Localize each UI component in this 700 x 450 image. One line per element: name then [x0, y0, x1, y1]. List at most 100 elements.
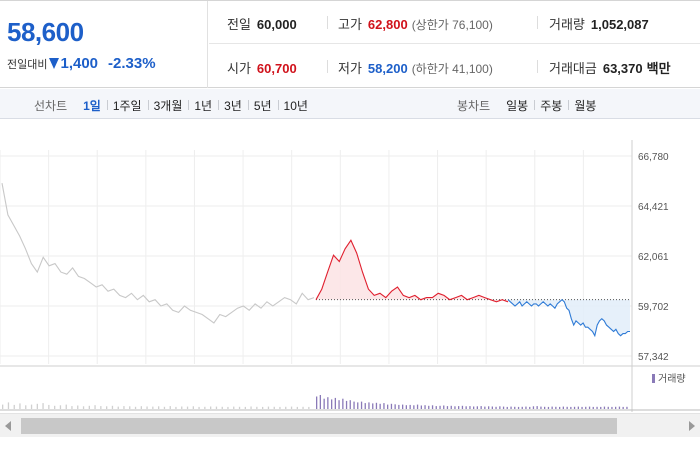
trade-value: 63,370	[602, 61, 643, 76]
trade-value-unit: 백만	[646, 61, 671, 76]
volume-bar	[227, 406, 229, 409]
volume-bar	[499, 406, 501, 409]
volume-bar	[250, 406, 252, 409]
series-line-today_down	[507, 298, 630, 338]
volume-bar	[65, 404, 67, 409]
volume-bar	[585, 406, 587, 409]
scroll-left-arrow-icon[interactable]	[5, 421, 11, 431]
volume-bar	[592, 406, 594, 409]
y-tick-label: 64,421	[638, 202, 669, 213]
series-line-today_up	[315, 239, 509, 303]
y-tick-label: 66,780	[638, 152, 669, 163]
volume-bar	[626, 406, 628, 409]
candle-tab-monthly[interactable]: 월봉	[568, 97, 602, 114]
open-value: 60,700	[256, 61, 297, 76]
volume-bar	[290, 406, 293, 409]
prev-close-label: 전일	[227, 17, 251, 32]
divider	[537, 60, 538, 73]
volume-bar	[383, 403, 385, 409]
volume-bar	[338, 400, 340, 409]
volume-bar	[134, 406, 137, 409]
period-tab-1y[interactable]: 1년	[188, 97, 218, 114]
period-tab-1w[interactable]: 1주일	[106, 97, 148, 114]
volume-bar	[117, 406, 119, 409]
price-chart[interactable]: 66,780 64,421 62,061 59,702 57,342 거래량	[0, 120, 700, 412]
volume-label: 거래량	[549, 17, 585, 32]
period-tab-3y[interactable]: 3년	[218, 97, 248, 114]
volume-bar	[163, 406, 166, 409]
volume-bar	[198, 406, 200, 409]
volume-bar	[244, 406, 246, 409]
volume-bar	[319, 395, 321, 409]
chart-canvas: 66,780 64,421 62,061 59,702 57,342 거래량	[0, 140, 700, 412]
volume-bar	[618, 406, 621, 409]
volume-bar	[600, 406, 602, 409]
volume-bar	[238, 406, 241, 409]
volume-bar	[94, 405, 96, 409]
candle-chart-options: 봉차트 일봉 주봉 월봉	[457, 97, 602, 114]
quote-info-grid: 전일 60,000 고가 62,800 (상한가 76,100) 거래량 1,0…	[209, 1, 700, 88]
volume-bar	[476, 406, 478, 409]
lower-limit: (하한가 41,100)	[411, 62, 493, 76]
volume-bar	[123, 406, 125, 409]
volume-bar	[416, 404, 419, 409]
chart-grid	[0, 140, 700, 412]
volume-bar	[152, 406, 154, 409]
volume-bar	[106, 406, 108, 409]
volume-bar	[54, 405, 56, 409]
volume-bar	[327, 397, 329, 409]
volume-bar	[454, 406, 456, 409]
volume-bar	[59, 405, 62, 409]
y-tick-label: 62,061	[638, 252, 669, 263]
volume-bar	[302, 406, 304, 409]
scroll-right-arrow-icon[interactable]	[689, 421, 695, 431]
volume-bar	[469, 406, 471, 409]
volume-bar	[19, 403, 21, 409]
volume-bar	[596, 406, 598, 409]
volume-bar	[465, 406, 467, 409]
volume-value: 1,052,087	[590, 17, 649, 32]
volume-bar	[473, 406, 475, 409]
volume-bar	[192, 406, 194, 409]
volume-bar	[30, 404, 33, 409]
candle-tab-daily[interactable]: 일봉	[506, 99, 529, 113]
volume-bar	[544, 406, 546, 409]
period-tab-5y[interactable]: 5년	[247, 97, 278, 114]
volume-bar	[36, 403, 38, 409]
legend-swatch	[652, 374, 655, 383]
volume-bar	[588, 406, 591, 409]
period-tab-10y[interactable]: 10년	[277, 97, 314, 114]
volume-bar	[566, 406, 568, 409]
chart-toolbar: 선차트 1일 1주일 3개월 1년 3년 5년 10년 봉차트 일봉 주봉 월봉	[0, 89, 700, 119]
volume-bar	[186, 406, 189, 409]
scroll-thumb[interactable]	[21, 418, 617, 434]
volume-bar	[82, 406, 85, 409]
volume-bar	[461, 405, 464, 409]
volume-bar	[607, 406, 609, 409]
volume-bar	[431, 405, 434, 409]
candle-tab-weekly[interactable]: 주봉	[534, 97, 568, 114]
info-row-1: 전일 60,000 고가 62,800 (상한가 76,100) 거래량 1,0…	[209, 1, 700, 44]
period-tab-3m[interactable]: 3개월	[147, 97, 189, 114]
area-today_up	[316, 240, 508, 302]
high-cell: 고가 62,800 (상한가 76,100)	[338, 14, 493, 33]
volume-bar	[562, 406, 564, 409]
chart-scrollbar[interactable]	[0, 413, 700, 437]
volume-bar	[491, 406, 493, 409]
volume-bar	[48, 404, 50, 409]
volume-bar	[13, 404, 15, 409]
low-value: 58,200	[367, 61, 408, 76]
volume-bar	[409, 404, 411, 409]
volume-bar	[484, 406, 486, 409]
trade-value-cell: 거래대금 63,370 백만	[549, 58, 671, 77]
change-amount: 1,400	[60, 55, 99, 72]
volume-bar	[615, 406, 617, 409]
volume-bar	[439, 405, 441, 409]
divider	[327, 16, 328, 29]
volume-bar	[308, 406, 310, 409]
volume-bar	[529, 406, 531, 409]
volume-bar	[603, 406, 606, 409]
divider	[327, 60, 328, 73]
volume-bar	[331, 399, 333, 409]
period-tab-1d[interactable]: 1일	[83, 99, 101, 113]
